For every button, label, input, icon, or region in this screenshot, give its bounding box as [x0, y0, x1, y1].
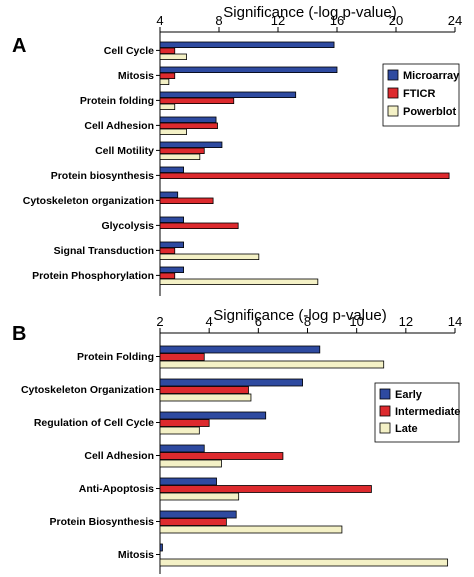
panel-a-category-label: Cell Cycle — [104, 45, 154, 57]
panel-b-legend-label: Intermediate — [395, 406, 460, 418]
panel-b-bar-early — [159, 345, 321, 354]
panel-a-bar-fticr — [159, 272, 176, 279]
panel-b-bar-late — [159, 459, 222, 468]
panel-a-bar-fticr — [159, 97, 235, 104]
panel-a-bar-fticr — [159, 122, 218, 129]
panel-a-bar-powerblot — [159, 53, 187, 60]
panel-a-legend-swatch-fticr — [387, 87, 399, 99]
panel-b-bar-early — [159, 411, 267, 420]
panel-b-category-label: Cytoskeleton Organization — [21, 384, 154, 396]
panel-b-x-tick-label: 10 — [349, 314, 363, 329]
panel-a-x-tick-label: 12 — [271, 13, 285, 28]
panel-b-legend-label: Early — [395, 389, 423, 401]
panel-a-category-label: Cell Adhesion — [84, 120, 154, 132]
panel-b-legend-label: Late — [395, 423, 418, 435]
panel-a-bar-microarray — [159, 241, 185, 248]
panel-b-bar-late — [159, 393, 252, 402]
panel-b-axis-title: Significance (-log p-value) — [213, 307, 386, 324]
panel-a-bar-fticr — [159, 72, 176, 79]
panel-b-category-label: Regulation of Cell Cycle — [34, 417, 154, 429]
panel-b-bar-intermediate — [159, 518, 227, 526]
panel-a-legend-label: Powerblot — [403, 106, 457, 118]
panel-a-category-label: Cell Motility — [95, 145, 154, 157]
panel-a-bar-microarray — [159, 41, 335, 48]
panel-b-category-label: Anti-Apoptosis — [79, 483, 154, 495]
panel-a-category-label: Protein folding — [80, 95, 154, 107]
panel-a-category-label: Signal Transduction — [54, 245, 154, 257]
panel-b-category-label: Mitosis — [118, 549, 154, 561]
panel-a-bar-microarray — [159, 66, 338, 73]
panel-b-category-label: Protein Biosynthesis — [50, 516, 155, 528]
panel-a-x-tick-label: 16 — [330, 13, 344, 28]
panel-b-bar-late — [159, 525, 343, 534]
panel-a-bar-fticr — [159, 222, 239, 229]
panel-b-bar-late — [159, 492, 240, 501]
panel-b-legend-swatch-late — [379, 422, 391, 434]
panel-a-category-label: Protein biosynthesis — [51, 170, 154, 182]
panel-a-category-label: Cytoskeleton organization — [23, 195, 154, 207]
panel-b-legend-swatch-early — [379, 388, 391, 400]
panel-a-legend-swatch-microarray — [387, 69, 399, 81]
panel-a-bar-fticr — [159, 172, 450, 179]
panel-b-letter: B — [12, 323, 26, 345]
panel-a-bar-microarray — [159, 141, 223, 148]
panel-a-bar-microarray — [159, 266, 185, 273]
panel-a-bar-fticr — [159, 47, 176, 54]
panel-a-category-label: Glycolysis — [101, 220, 154, 232]
panel-b-x-tick-label: 14 — [448, 314, 462, 329]
panel-a-bar-fticr — [159, 197, 214, 204]
panel-b-bar-early — [159, 477, 217, 486]
panel-b-bar-intermediate — [159, 485, 372, 493]
panel-a-x-tick-label: 24 — [448, 13, 462, 28]
panel-a-axis-title: Significance (-log p-value) — [223, 4, 396, 21]
panel-b-bar-early — [159, 444, 205, 453]
panel-a-bar-microarray — [159, 191, 179, 198]
panel-b-category-label: Cell Adhesion — [84, 450, 154, 462]
panel-a-bar-microarray — [159, 91, 297, 98]
panel-b-x-tick-label: 4 — [206, 314, 213, 329]
panel-a-bar-powerblot — [159, 103, 176, 110]
panel-a-legend-label: FTICR — [403, 88, 435, 100]
panel-b-bar-late — [159, 426, 200, 435]
panel-b-bar-late — [159, 558, 449, 567]
panel-b-bar-late — [159, 360, 385, 369]
panel-a-bar-fticr — [159, 147, 205, 154]
panel-a-category-label: Mitosis — [118, 70, 154, 82]
panel-b-bar-intermediate — [159, 386, 249, 394]
panel-a-bar-powerblot — [159, 128, 187, 135]
panel-a-x-tick-label: 20 — [389, 13, 403, 28]
panel-a-x-tick-label: 8 — [215, 13, 222, 28]
panel-a-bar-microarray — [159, 166, 185, 173]
panel-b-bar-early — [159, 378, 303, 387]
panel-b-x-tick-label: 2 — [156, 314, 163, 329]
panel-a-bar-microarray — [159, 116, 217, 123]
panel-a-legend-swatch-powerblot — [387, 105, 399, 117]
panel-b-bar-early — [159, 543, 163, 552]
panel-b-bar-early — [159, 510, 237, 519]
panel-a-letter: A — [12, 35, 26, 57]
panel-a-legend-label: Microarray — [403, 70, 460, 82]
panel-a-category-label: Protein Phosphorylation — [32, 270, 154, 282]
panel-b-bar-intermediate — [159, 452, 284, 460]
panel-a-bar-microarray — [159, 216, 185, 223]
panel-b-x-tick-label: 12 — [399, 314, 413, 329]
panel-b-legend-swatch-intermediate — [379, 405, 391, 417]
panel-b-x-tick-label: 6 — [255, 314, 262, 329]
panel-a-x-tick-label: 4 — [156, 13, 163, 28]
panel-b-x-tick-label: 8 — [304, 314, 311, 329]
panel-b-category-label: Protein Folding — [77, 351, 154, 363]
panel-b-bar-intermediate — [159, 353, 205, 361]
panel-a-bar-fticr — [159, 247, 176, 254]
panel-a-bar-powerblot — [159, 253, 260, 260]
panel-a-bar-powerblot — [159, 153, 201, 160]
panel-a-bar-powerblot — [159, 278, 319, 285]
panel-a-bar-powerblot — [159, 78, 170, 85]
panel-b-bar-intermediate — [159, 419, 210, 427]
